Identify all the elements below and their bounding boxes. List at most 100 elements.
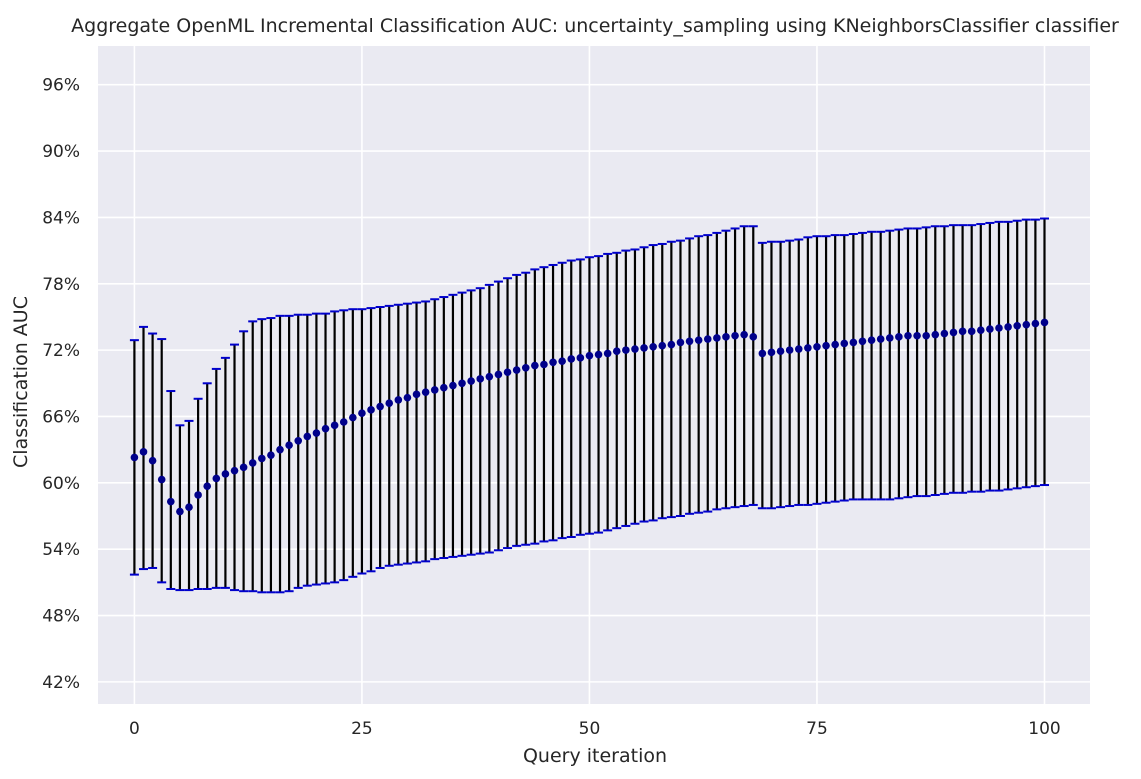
data-point xyxy=(967,327,976,336)
x-axis-ticks: 0 25 50 75 100 xyxy=(129,719,1061,739)
data-point xyxy=(449,381,457,390)
data-point xyxy=(403,393,412,402)
data-point xyxy=(667,340,676,349)
y-axis-ticks: 42% 48% 54% 60% 66% 72% 78% 84% 90% 96% xyxy=(42,76,80,693)
data-point xyxy=(430,386,439,394)
data-point xyxy=(130,453,139,462)
data-point xyxy=(367,406,375,414)
data-point xyxy=(640,344,648,352)
x-tick-label: 100 xyxy=(1028,719,1060,739)
data-point xyxy=(321,424,330,433)
data-point xyxy=(685,337,694,346)
data-point xyxy=(904,331,912,340)
data-points xyxy=(130,318,1049,516)
data-point xyxy=(1004,323,1012,331)
data-point xyxy=(594,350,603,359)
data-point xyxy=(540,360,548,369)
data-point xyxy=(303,432,312,441)
data-point xyxy=(567,355,576,363)
data-point xyxy=(494,370,503,379)
data-point xyxy=(467,377,475,385)
y-tick-label: 84% xyxy=(42,208,80,228)
data-point xyxy=(485,372,494,381)
data-point xyxy=(330,421,339,430)
data-point xyxy=(203,482,212,490)
data-point xyxy=(176,507,184,516)
data-point xyxy=(804,344,812,352)
data-point xyxy=(749,333,758,341)
data-point xyxy=(394,396,403,404)
data-point xyxy=(258,454,266,463)
x-tick-label: 0 xyxy=(129,719,140,739)
data-point xyxy=(157,475,166,484)
data-point xyxy=(194,491,202,499)
data-point xyxy=(385,399,394,408)
data-point xyxy=(849,338,858,347)
data-point xyxy=(512,366,521,374)
data-point xyxy=(885,334,894,342)
x-axis-label: Query iteration xyxy=(523,745,667,767)
data-point xyxy=(476,375,485,383)
data-point xyxy=(312,429,321,437)
y-tick-label: 60% xyxy=(42,474,80,494)
plot-area xyxy=(98,46,1090,704)
data-point xyxy=(840,339,849,348)
data-point xyxy=(831,340,839,349)
y-tick-label: 42% xyxy=(42,673,80,693)
data-point xyxy=(167,497,175,506)
data-point xyxy=(822,341,830,350)
data-point xyxy=(358,409,366,417)
data-point xyxy=(412,390,421,399)
x-tick-label: 25 xyxy=(351,719,373,739)
data-point xyxy=(503,368,512,377)
data-point xyxy=(958,327,967,336)
y-axis-label: Classification AUC xyxy=(10,296,32,468)
data-point xyxy=(740,330,748,339)
data-point xyxy=(558,357,566,365)
chart-title: Aggregate OpenML Incremental Classificat… xyxy=(71,15,1119,37)
data-point xyxy=(585,351,594,360)
data-point xyxy=(767,348,776,357)
data-point xyxy=(986,325,994,333)
data-point xyxy=(931,330,940,339)
data-point xyxy=(549,358,557,367)
data-point xyxy=(622,346,630,354)
y-tick-label: 54% xyxy=(42,540,80,560)
data-point xyxy=(658,341,667,350)
data-point xyxy=(212,474,221,483)
x-tick-label: 50 xyxy=(579,719,601,739)
y-tick-label: 48% xyxy=(42,607,80,627)
y-tick-label: 78% xyxy=(42,275,80,295)
data-point xyxy=(612,347,621,356)
x-tick-label: 75 xyxy=(806,719,828,739)
data-point xyxy=(676,338,685,347)
data-point xyxy=(339,418,348,426)
data-point xyxy=(148,456,157,465)
data-point xyxy=(949,328,958,337)
data-point xyxy=(458,379,466,388)
data-point xyxy=(248,459,257,467)
data-point xyxy=(421,388,430,396)
data-point xyxy=(376,402,384,411)
data-point xyxy=(913,331,921,340)
error-bars xyxy=(129,217,1049,594)
data-point xyxy=(221,470,230,478)
data-point xyxy=(940,329,949,338)
data-point xyxy=(576,354,585,362)
data-point xyxy=(521,364,530,372)
data-point xyxy=(631,345,639,353)
data-point xyxy=(276,445,284,454)
data-point xyxy=(239,463,248,472)
y-tick-label: 66% xyxy=(42,407,80,427)
data-point xyxy=(713,334,721,342)
data-point xyxy=(603,349,612,358)
data-point xyxy=(703,335,712,343)
data-point xyxy=(922,331,930,340)
data-point xyxy=(1040,318,1049,327)
data-point xyxy=(285,441,293,450)
data-point xyxy=(440,383,448,392)
data-point xyxy=(794,345,803,353)
data-point xyxy=(185,503,193,511)
data-point xyxy=(349,413,357,422)
